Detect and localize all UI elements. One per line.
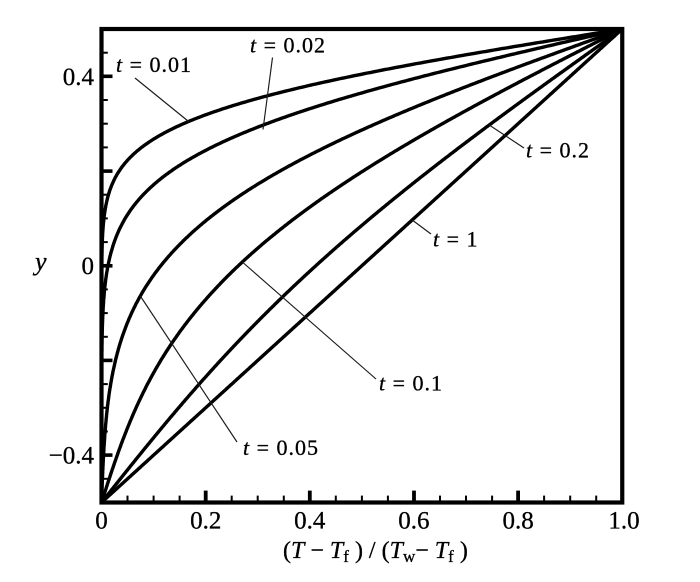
- svg-text:0.4: 0.4: [63, 64, 95, 91]
- svg-text:t = 1: t = 1: [433, 227, 479, 252]
- svg-text:(T − Tf ) / (Tw− Tf ): (T − Tf ) / (Tw− Tf ): [283, 538, 468, 566]
- svg-text:0: 0: [82, 253, 95, 280]
- svg-text:0.4: 0.4: [294, 508, 326, 535]
- svg-text:t = 0.02: t = 0.02: [250, 33, 326, 58]
- svg-text:0.2: 0.2: [190, 508, 221, 535]
- svg-text:t = 0.1: t = 0.1: [379, 371, 443, 396]
- svg-text:y: y: [32, 247, 47, 276]
- svg-text:t = 0.01: t = 0.01: [116, 52, 192, 77]
- svg-text:t = 0.05: t = 0.05: [243, 435, 319, 460]
- svg-text:t = 0.2: t = 0.2: [526, 138, 590, 163]
- svg-text:0: 0: [95, 508, 108, 535]
- svg-text:−0.4: −0.4: [49, 443, 95, 470]
- svg-text:1.0: 1.0: [608, 508, 639, 535]
- svg-text:0.8: 0.8: [502, 508, 533, 535]
- svg-text:0.6: 0.6: [398, 508, 429, 535]
